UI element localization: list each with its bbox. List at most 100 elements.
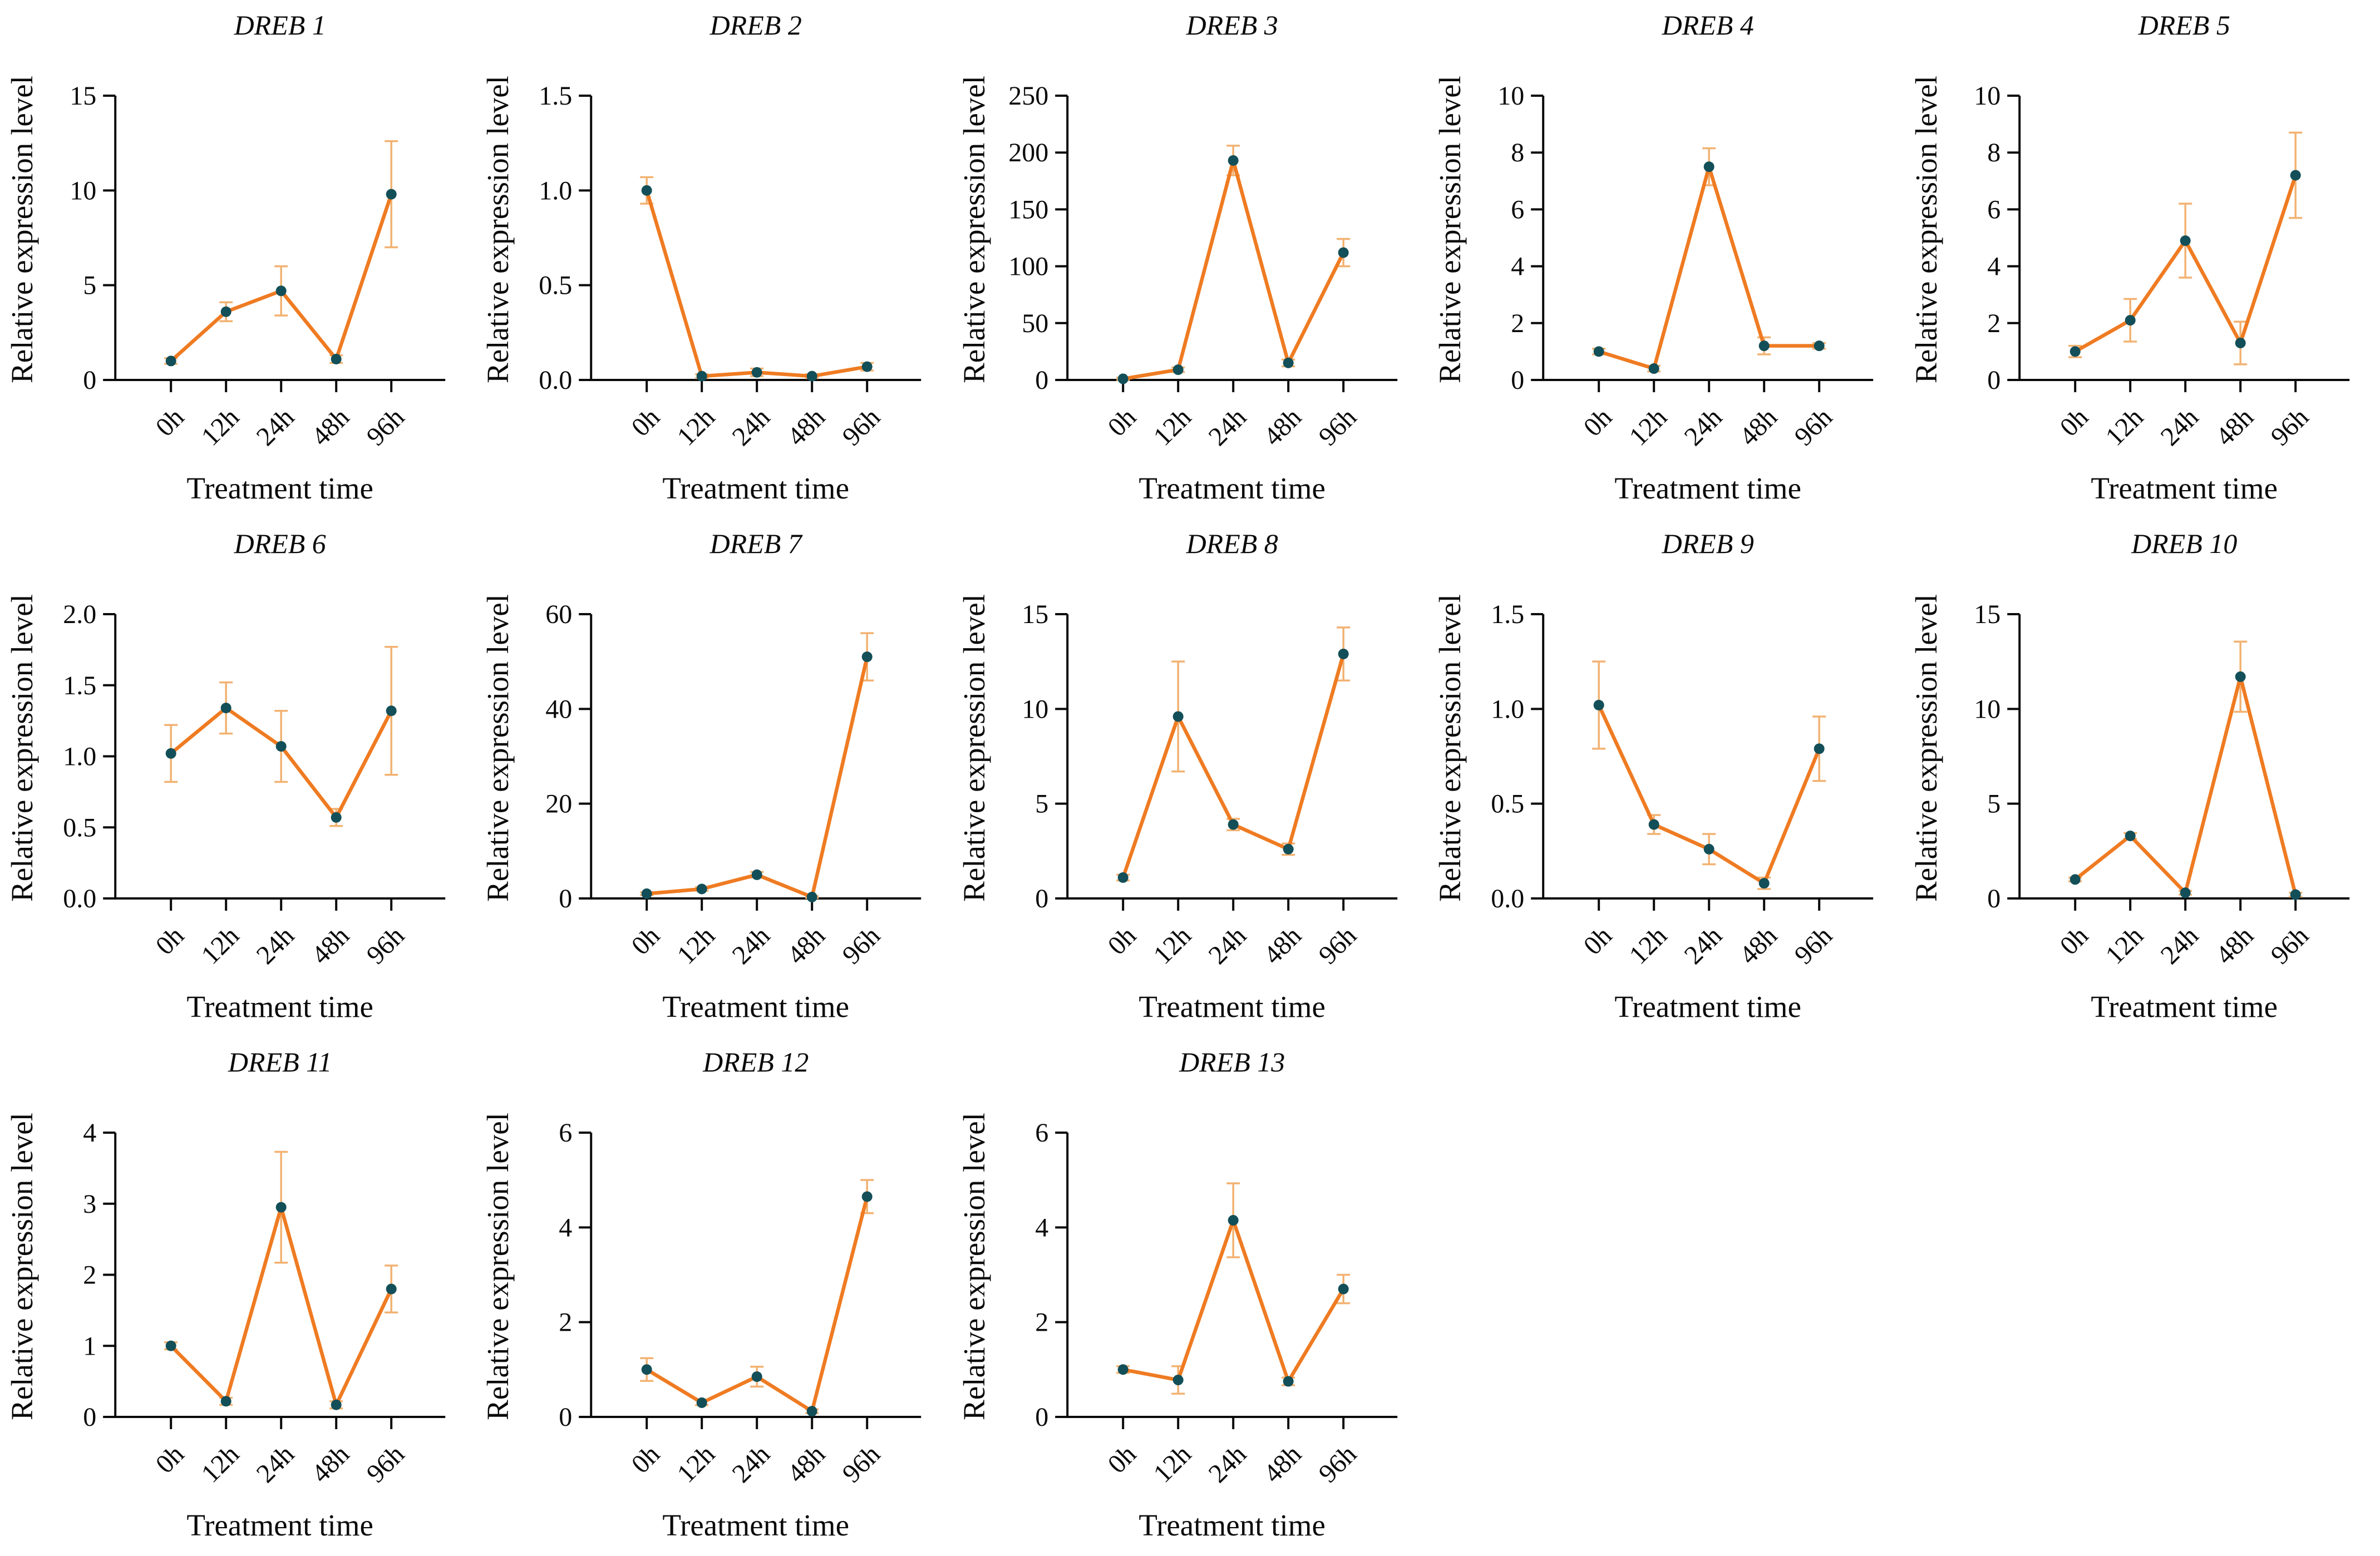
x-tick-label: 96h: [361, 1439, 410, 1488]
y-axis-label: Relative expression level: [1433, 594, 1467, 902]
data-point: [2069, 874, 2081, 885]
y-tick-label: 250: [1008, 81, 1048, 111]
data-point: [165, 355, 176, 367]
data-point: [2069, 346, 2081, 357]
data-point: [220, 703, 231, 714]
x-tick-label: 12h: [1624, 921, 1673, 970]
y-tick-label: 0.5: [1491, 789, 1524, 819]
x-axis-label: Treatment time: [1139, 471, 1325, 505]
y-tick-label: 2.0: [63, 600, 96, 629]
x-tick-label: 48h: [782, 921, 831, 970]
x-tick-label: 24h: [251, 921, 300, 970]
x-tick-label: 96h: [1313, 1439, 1362, 1488]
y-tick-label: 40: [546, 694, 573, 724]
data-point: [386, 189, 397, 200]
chart-dreb-6: DREB 6 Relative expression level Treatment…: [0, 518, 476, 1037]
y-axis-label: Relative expression level: [481, 1113, 515, 1420]
series-line: [645, 655, 869, 899]
x-tick-label: 24h: [251, 1439, 300, 1488]
data-point: [1172, 1375, 1184, 1386]
x-tick-label: 96h: [2265, 402, 2314, 451]
x-tick-label: 24h: [2155, 402, 2204, 451]
x-tick-label: 0h: [626, 921, 666, 960]
y-tick-label: 0.0: [539, 365, 573, 395]
y-tick-label: 0: [83, 1402, 96, 1432]
chart-title: DREB 12: [702, 1046, 809, 1078]
data-point: [862, 361, 873, 372]
x-axis-label: Treatment time: [663, 1508, 850, 1542]
y-axis-label: Relative expression level: [957, 594, 991, 902]
y-tick-label: 2: [1511, 309, 1524, 338]
x-tick-label: 0h: [1102, 921, 1141, 960]
chart-svg-dreb-6: DREB 6 Relative expression level Treatment…: [5, 528, 446, 1024]
y-tick-label: 0.0: [1491, 884, 1524, 913]
x-tick-label: 12h: [1147, 921, 1196, 970]
x-axis-label: Treatment time: [186, 471, 373, 505]
y-tick-label: 60: [546, 600, 573, 629]
data-point: [2290, 170, 2301, 181]
series-line: [645, 189, 869, 378]
data-point: [697, 1397, 708, 1408]
x-tick-label: 96h: [1789, 921, 1838, 970]
x-tick-label: 0h: [1578, 402, 1618, 442]
x-axis-label: Treatment time: [663, 471, 850, 505]
data-point: [752, 869, 763, 880]
data-point: [1338, 1283, 1349, 1295]
data-point: [220, 1396, 231, 1407]
x-tick-label: 12h: [672, 1439, 721, 1488]
y-tick-label: 2: [83, 1261, 96, 1290]
y-tick-label: 2: [559, 1308, 573, 1337]
chart-title: DREB 2: [709, 9, 802, 41]
y-tick-label: 200: [1008, 138, 1048, 167]
data-point: [697, 883, 708, 895]
x-tick-label: 12h: [1624, 402, 1673, 451]
y-tick-label: 5: [1987, 789, 2000, 819]
data-point: [275, 1202, 287, 1213]
data-point: [1228, 819, 1239, 830]
y-tick-label: 15: [1974, 600, 2000, 629]
data-point: [862, 1191, 873, 1202]
data-point: [1758, 878, 1770, 889]
y-tick-label: 0: [1511, 365, 1524, 395]
x-tick-label: 0h: [1102, 402, 1141, 442]
data-point: [642, 185, 653, 196]
data-point: [165, 1340, 176, 1351]
x-tick-label: 24h: [727, 402, 776, 451]
data-point: [752, 367, 763, 378]
data-point: [1338, 247, 1349, 258]
y-tick-label: 0.5: [63, 813, 96, 842]
data-point: [862, 651, 873, 663]
x-tick-label: 96h: [1313, 921, 1362, 970]
x-axis-label: Treatment time: [1615, 471, 1802, 505]
y-tick-label: 0: [1035, 1402, 1048, 1432]
x-tick-label: 24h: [251, 402, 300, 451]
chart-svg-dreb-2: DREB 2 Relative expression level Treatment…: [481, 9, 922, 505]
x-tick-label: 0h: [2054, 402, 2093, 442]
x-tick-label: 0h: [150, 1439, 190, 1479]
y-tick-label: 0: [83, 365, 96, 395]
x-tick-label: 12h: [196, 402, 245, 451]
chart-svg-dreb-10: DREB 10 Relative expression level Treatmen…: [1909, 528, 2349, 1024]
x-tick-label: 48h: [306, 921, 355, 970]
data-point: [2235, 338, 2246, 349]
y-tick-label: 0: [559, 884, 573, 913]
chart-title: DREB 6: [234, 528, 326, 559]
data-point: [1117, 373, 1129, 384]
data-point: [807, 1406, 818, 1417]
x-tick-label: 0h: [626, 1439, 666, 1479]
x-axis-label: Treatment time: [186, 990, 373, 1024]
data-point: [1593, 346, 1604, 357]
data-point: [1338, 649, 1349, 660]
chart-svg-dreb-13: DREB 13 Relative expression level Treatmen…: [957, 1046, 1397, 1542]
series-line: [1597, 165, 1821, 371]
data-point: [2180, 235, 2191, 246]
data-point: [1814, 340, 1825, 352]
data-point: [2180, 887, 2191, 898]
y-tick-label: 10: [1022, 694, 1048, 724]
chart-dreb-1: DREB 1 Relative expression level Treatment…: [0, 0, 476, 518]
x-tick-label: 48h: [1734, 921, 1783, 970]
data-point: [1283, 1376, 1294, 1387]
y-axis-label: Relative expression level: [481, 76, 515, 383]
chart-dreb-12: DREB 12 Relative expression level Treatmen…: [476, 1037, 952, 1555]
data-point: [2125, 831, 2136, 842]
